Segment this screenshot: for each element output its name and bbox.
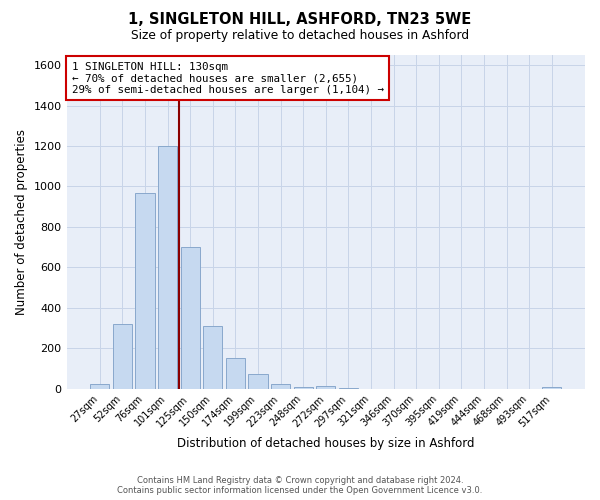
Bar	[90, 384, 109, 389]
Bar	[316, 386, 335, 389]
Bar	[293, 387, 313, 389]
Text: 1 SINGLETON HILL: 130sqm
← 70% of detached houses are smaller (2,655)
29% of sem: 1 SINGLETON HILL: 130sqm ← 70% of detach…	[72, 62, 384, 95]
Y-axis label: Number of detached properties: Number of detached properties	[15, 129, 28, 315]
Bar	[158, 146, 177, 389]
Text: Size of property relative to detached houses in Ashford: Size of property relative to detached ho…	[131, 29, 469, 42]
Bar	[203, 326, 223, 389]
Bar	[248, 374, 268, 389]
X-axis label: Distribution of detached houses by size in Ashford: Distribution of detached houses by size …	[177, 437, 475, 450]
Bar	[113, 324, 132, 389]
Bar	[542, 387, 562, 389]
Bar	[226, 358, 245, 389]
Text: Contains HM Land Registry data © Crown copyright and database right 2024.
Contai: Contains HM Land Registry data © Crown c…	[118, 476, 482, 495]
Bar	[136, 192, 155, 389]
Bar	[181, 247, 200, 389]
Bar	[339, 388, 358, 389]
Text: 1, SINGLETON HILL, ASHFORD, TN23 5WE: 1, SINGLETON HILL, ASHFORD, TN23 5WE	[128, 12, 472, 28]
Bar	[271, 384, 290, 389]
